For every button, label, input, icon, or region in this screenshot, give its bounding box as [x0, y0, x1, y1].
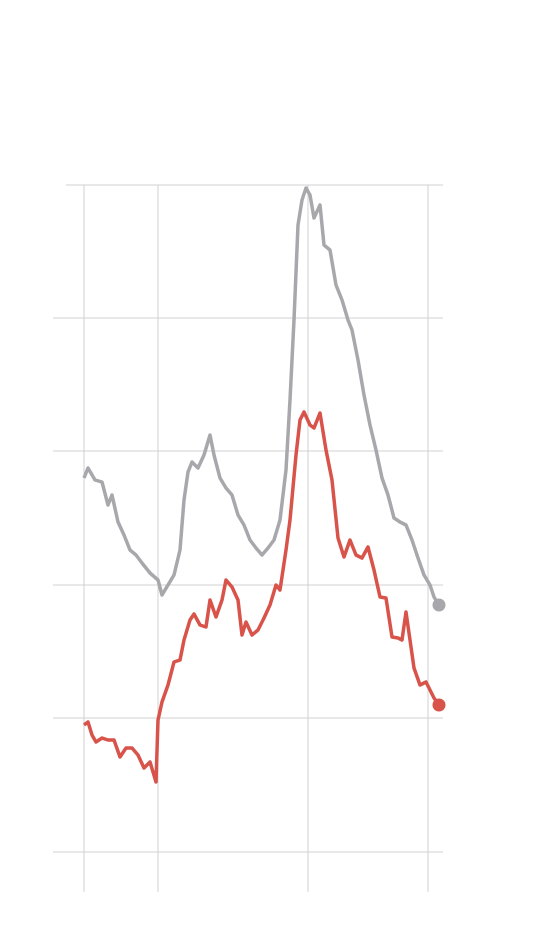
end-dot	[432, 698, 446, 712]
end-dot	[432, 598, 446, 612]
series-line	[82, 186, 441, 606]
series-line	[82, 410, 441, 784]
